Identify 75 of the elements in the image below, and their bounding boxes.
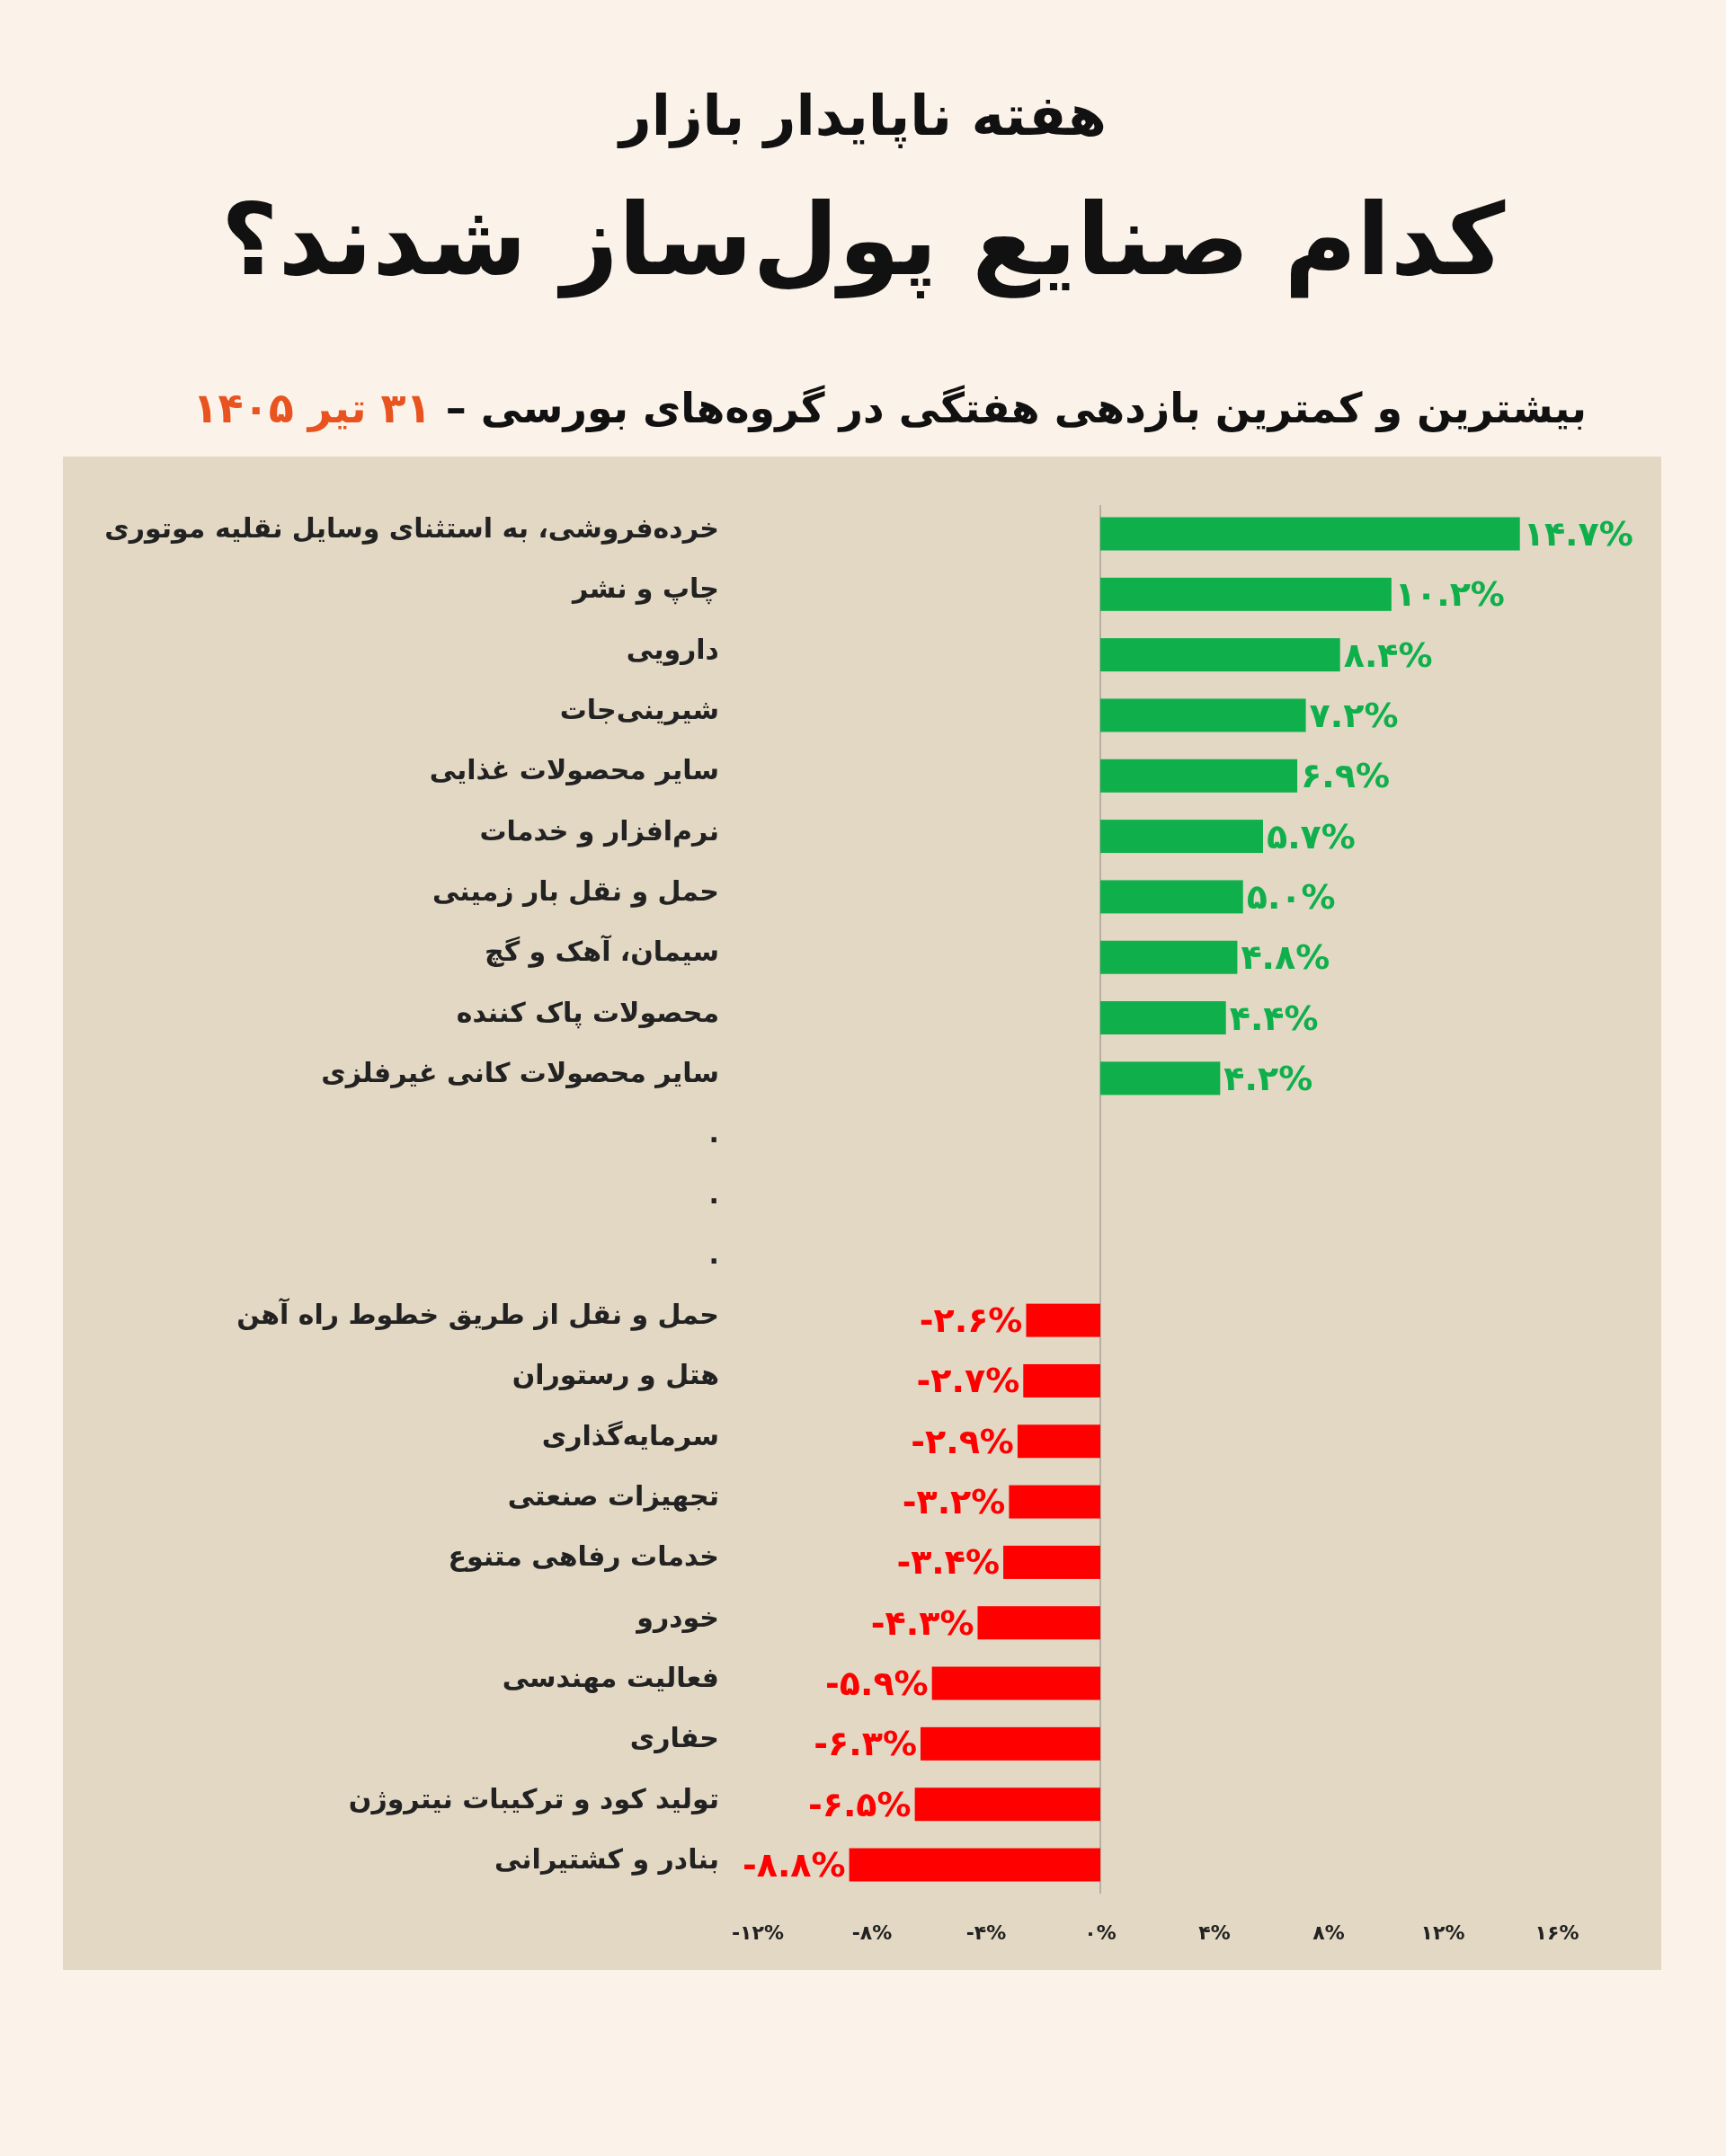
bar bbox=[1100, 698, 1306, 732]
data-label: ۱۰.۲% bbox=[1394, 574, 1505, 615]
x-tick-label: -۱۲% bbox=[731, 1921, 785, 1944]
text: بیشترین و کمترین بازدهی هفتگی در گروه‌های بورسی – bbox=[445, 384, 1587, 432]
y-tick-label: بنادر و کشتیرانی bbox=[494, 1843, 719, 1876]
data-label: -۲.۷% bbox=[916, 1361, 1020, 1401]
bar bbox=[1003, 1545, 1100, 1579]
x-tick-label: ۰% bbox=[1084, 1921, 1117, 1944]
data-label: -۶.۵% bbox=[807, 1784, 912, 1824]
x-tick-label: ۸% bbox=[1312, 1921, 1345, 1944]
y-tick-label: . bbox=[708, 1238, 719, 1270]
y-tick-label: سایر محصولات کانی غیرفلزی bbox=[321, 1056, 719, 1088]
bar bbox=[1100, 577, 1392, 611]
y-tick-label: سرمایه‌گذاری bbox=[541, 1419, 719, 1451]
data-label: -۶.۳% bbox=[814, 1724, 917, 1764]
chart-subtitle: هفته ناپایدار بازار bbox=[616, 83, 1108, 148]
data-label: -۳.۴% bbox=[896, 1542, 1001, 1583]
bar bbox=[1100, 820, 1263, 854]
y-tick-label: حمل و نقل بار زمینی bbox=[432, 874, 719, 908]
data-label: -۴.۳% bbox=[870, 1602, 974, 1643]
x-tick-label: -۴% bbox=[965, 1921, 1007, 1944]
bar bbox=[977, 1606, 1100, 1640]
data-label: -۲.۹% bbox=[911, 1421, 1014, 1461]
data-label: ۸.۴% bbox=[1343, 634, 1433, 675]
bar bbox=[1100, 517, 1520, 551]
y-tick-label: فعالیت مهندسی bbox=[502, 1662, 719, 1694]
text: ۳۱ تیر ۱۴۰۵ bbox=[192, 384, 446, 432]
y-tick-label: خرده‌فروشی، به استثنای وسایل نقلیه موتوری bbox=[104, 512, 719, 545]
data-label: -۵.۹% bbox=[825, 1664, 929, 1704]
data-label: ۵.۰% bbox=[1246, 876, 1336, 917]
y-tick-label: خدمات رفاهی متنوع bbox=[448, 1540, 719, 1573]
y-tick-label: چاپ و نشر bbox=[570, 572, 719, 606]
bar bbox=[849, 1848, 1100, 1882]
bar bbox=[931, 1666, 1101, 1700]
bar bbox=[1026, 1303, 1100, 1337]
y-tick-label: تولید کود و ترکیبات نیتروژن bbox=[348, 1782, 719, 1815]
data-label: -۳.۲% bbox=[902, 1482, 1006, 1522]
y-tick-label: سیمان، آهک و گچ bbox=[485, 935, 719, 969]
data-label: -۲.۶% bbox=[919, 1300, 1023, 1341]
data-label: ۶.۹% bbox=[1301, 756, 1390, 796]
y-tick-label: خودرو bbox=[635, 1601, 719, 1634]
y-tick-label: محصولات پاک کننده bbox=[456, 996, 719, 1029]
chart-title: کدام صنایع پول‌ساز شدند؟ bbox=[220, 182, 1506, 298]
bar bbox=[1009, 1485, 1100, 1519]
y-tick-label: حمل و نقل از طریق خطوط راه آهن bbox=[236, 1298, 719, 1332]
x-tick-label: ۱۶% bbox=[1535, 1921, 1579, 1944]
data-label: ۴.۲% bbox=[1223, 1058, 1313, 1098]
y-tick-label: شیرینی‌جات bbox=[559, 693, 719, 725]
bar bbox=[1100, 638, 1340, 672]
data-label: ۵.۷% bbox=[1266, 816, 1356, 856]
data-label: ۱۴.۷% bbox=[1523, 514, 1633, 554]
data-label: ۴.۸% bbox=[1241, 937, 1330, 978]
bar bbox=[1100, 1001, 1226, 1035]
y-tick-label: تجهیزات صنعتی bbox=[507, 1480, 719, 1513]
data-label: ۴.۴% bbox=[1229, 998, 1319, 1038]
data-label: -۸.۸% bbox=[742, 1845, 846, 1885]
x-tick-label: ۴% bbox=[1198, 1921, 1231, 1944]
y-tick-label: . bbox=[708, 1177, 719, 1210]
bar bbox=[920, 1726, 1100, 1761]
bar bbox=[1100, 940, 1238, 974]
bar bbox=[1100, 880, 1243, 914]
bar bbox=[1017, 1424, 1101, 1459]
x-tick-label: ۱۲% bbox=[1420, 1921, 1465, 1944]
data-label: ۷.۲% bbox=[1309, 695, 1399, 735]
y-tick-label: دارویی bbox=[626, 633, 719, 666]
bar bbox=[1023, 1363, 1100, 1397]
bar bbox=[914, 1788, 1100, 1822]
x-tick-label: -۸% bbox=[851, 1921, 893, 1944]
bar bbox=[1100, 759, 1298, 793]
bar bbox=[1100, 1061, 1221, 1096]
y-tick-label: . bbox=[708, 1117, 719, 1149]
y-tick-label: سایر محصولات غذایی bbox=[429, 754, 719, 786]
y-tick-label: حفاری bbox=[629, 1722, 719, 1754]
y-tick-label: نرم‌افزار و خدمات bbox=[479, 814, 719, 847]
y-tick-label: هتل و رستوران bbox=[512, 1359, 719, 1392]
